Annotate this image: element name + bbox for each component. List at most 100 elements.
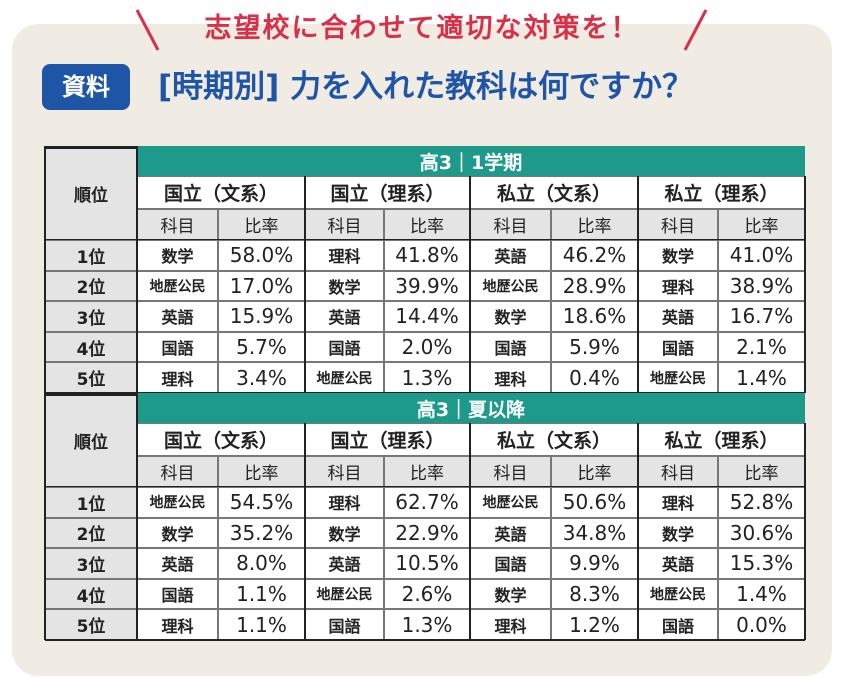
rate: 30.6%: [718, 517, 805, 549]
rate: 38.9%: [718, 270, 805, 302]
rate: 41.8%: [384, 240, 470, 271]
rate: 9.9%: [551, 548, 638, 579]
subject: 地歴公民: [305, 578, 384, 610]
subheader: 比率: [218, 456, 305, 487]
group-header: 国立（文系）: [137, 176, 305, 209]
subject: 英語: [305, 301, 384, 332]
rate: 1.4%: [718, 578, 805, 610]
subject: 理科: [305, 240, 384, 271]
divider: [43, 146, 47, 393]
divider: [45, 146, 137, 149]
subheader: 比率: [551, 209, 638, 240]
group-header: 私立（理系）: [638, 423, 805, 456]
divider: [135, 146, 139, 393]
subject: 数学: [470, 301, 551, 332]
banner-decoration: [135, 9, 708, 51]
rate: 0.4%: [551, 362, 638, 393]
subject: 地歴公民: [137, 487, 218, 518]
rate: 17.0%: [218, 270, 305, 302]
rate: 52.8%: [718, 487, 805, 518]
subject: 理科: [470, 362, 551, 393]
subject: 数学: [638, 240, 718, 271]
divider: [468, 176, 472, 393]
divider: [45, 638, 805, 642]
divider: [135, 393, 139, 640]
subject: 国語: [470, 548, 551, 579]
subject: 地歴公民: [305, 362, 384, 393]
rank: 5位: [45, 609, 137, 640]
rank: 2位: [45, 270, 137, 302]
rate: 3.4%: [218, 362, 305, 393]
rank: 3位: [45, 548, 137, 579]
rate: 34.8%: [551, 517, 638, 549]
subject: 英語: [137, 301, 218, 332]
subject: 数学: [470, 578, 551, 610]
divider: [45, 393, 137, 396]
subject: 数学: [305, 270, 384, 302]
divider: [636, 176, 640, 393]
subject: 地歴公民: [638, 578, 718, 610]
rate: 1.3%: [384, 362, 470, 393]
subheader: 科目: [137, 209, 218, 240]
rate: 10.5%: [384, 548, 470, 579]
divider: [636, 423, 640, 640]
subject: 地歴公民: [638, 362, 718, 393]
rank: 5位: [45, 362, 137, 393]
banner: 志望校に合わせて適切な対策を！: [204, 13, 640, 44]
rate: 1.1%: [218, 609, 305, 640]
subject: 英語: [470, 240, 551, 271]
rate: 1.1%: [218, 578, 305, 610]
group-header: 私立（文系）: [470, 423, 638, 456]
rate: 15.3%: [718, 548, 805, 579]
subheader: 科目: [137, 456, 218, 487]
subheader: 比率: [218, 209, 305, 240]
rate: 2.1%: [718, 331, 805, 363]
group-header: 国立（理系）: [305, 423, 470, 456]
rank: 4位: [45, 331, 137, 363]
subject: 理科: [638, 487, 718, 518]
subheader: 科目: [470, 456, 551, 487]
subject: 国語: [137, 331, 218, 363]
subject: 理科: [137, 609, 218, 640]
badge: 資料: [42, 64, 130, 110]
divider: [803, 176, 807, 393]
rate: 2.6%: [384, 578, 470, 610]
subheader: 比率: [718, 209, 805, 240]
subject: 国語: [137, 578, 218, 610]
rank: 4位: [45, 578, 137, 610]
rate: 22.9%: [384, 517, 470, 549]
group-header: 国立（理系）: [305, 176, 470, 209]
rate: 35.2%: [218, 517, 305, 549]
rate: 1.3%: [384, 609, 470, 640]
rate: 14.4%: [384, 301, 470, 332]
subject: 数学: [137, 517, 218, 549]
subheader: 比率: [551, 456, 638, 487]
rate: 41.0%: [718, 240, 805, 271]
divider: [43, 393, 47, 640]
rate: 28.9%: [551, 270, 638, 302]
divider: [468, 423, 472, 640]
rate: 5.7%: [218, 331, 305, 363]
subject: 英語: [638, 548, 718, 579]
subject: 数学: [305, 517, 384, 549]
subheader: 科目: [638, 456, 718, 487]
rate: 5.9%: [551, 331, 638, 363]
divider: [303, 423, 307, 640]
subheader: 科目: [305, 209, 384, 240]
rate: 8.0%: [218, 548, 305, 579]
group-header: 私立（理系）: [638, 176, 805, 209]
rank: 2位: [45, 517, 137, 549]
rate: 15.9%: [218, 301, 305, 332]
subject: 国語: [638, 331, 718, 363]
rate: 18.6%: [551, 301, 638, 332]
subheader: 科目: [638, 209, 718, 240]
rate: 50.6%: [551, 487, 638, 518]
subheader: 科目: [305, 456, 384, 487]
subject: 英語: [470, 517, 551, 549]
subject: 国語: [470, 331, 551, 363]
rate: 8.3%: [551, 578, 638, 610]
subheader: 比率: [718, 456, 805, 487]
subject: 理科: [638, 270, 718, 302]
subject: 英語: [137, 548, 218, 579]
